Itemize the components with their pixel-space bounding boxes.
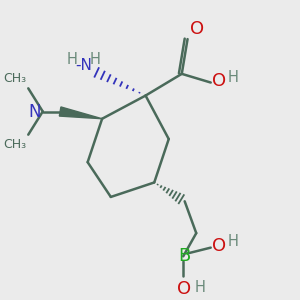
Text: N: N (29, 103, 41, 121)
Text: H: H (195, 280, 206, 295)
Text: O: O (190, 20, 205, 38)
Text: B: B (178, 247, 190, 265)
Text: H: H (89, 52, 100, 67)
Text: O: O (177, 280, 191, 298)
Text: CH₃: CH₃ (4, 138, 27, 151)
Text: H: H (66, 52, 77, 67)
Polygon shape (59, 107, 102, 119)
Text: H: H (227, 234, 239, 249)
Text: O: O (212, 237, 226, 255)
Text: H: H (227, 70, 238, 85)
Text: CH₃: CH₃ (4, 72, 27, 86)
Text: -N: -N (75, 58, 92, 73)
Text: O: O (212, 72, 226, 90)
